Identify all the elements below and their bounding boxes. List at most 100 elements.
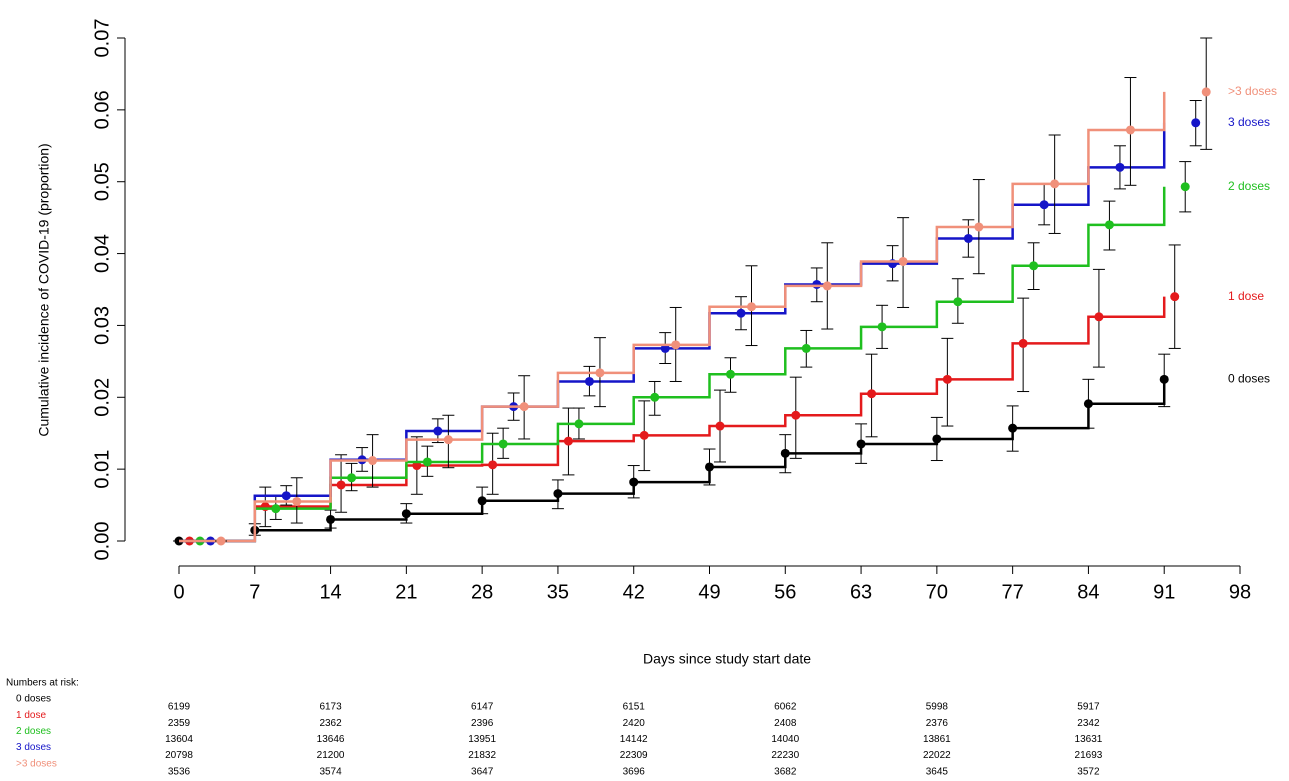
risk-count: 2396 bbox=[471, 718, 494, 729]
risk-count: 21200 bbox=[317, 750, 345, 761]
point bbox=[867, 389, 877, 399]
risk-count: 6151 bbox=[623, 702, 646, 713]
x-tick-label: 14 bbox=[319, 581, 341, 603]
risk-count: 3536 bbox=[168, 766, 191, 777]
step-curve bbox=[179, 91, 1166, 543]
risk-count: 6199 bbox=[168, 702, 191, 713]
risk-count: 21693 bbox=[1075, 750, 1103, 761]
point bbox=[401, 509, 411, 519]
risk-count: 20798 bbox=[165, 750, 193, 761]
point bbox=[1180, 182, 1190, 192]
risk-row-label: 0 doses bbox=[16, 694, 51, 705]
risk-count: 2359 bbox=[168, 718, 191, 729]
risk-count: 3647 bbox=[471, 766, 494, 777]
step-curve bbox=[179, 122, 1166, 543]
step-curve bbox=[179, 296, 1166, 543]
x-tick-label: 35 bbox=[547, 581, 569, 603]
risk-count: 13604 bbox=[165, 734, 193, 745]
point bbox=[519, 402, 529, 412]
point bbox=[1039, 200, 1049, 210]
point bbox=[726, 369, 736, 379]
point bbox=[1115, 162, 1125, 172]
point bbox=[747, 302, 757, 312]
risk-count: 6173 bbox=[319, 702, 342, 713]
risk-table-title: Numbers at risk: bbox=[6, 678, 79, 689]
x-tick-label: 0 bbox=[173, 581, 184, 603]
point bbox=[780, 448, 790, 458]
point bbox=[422, 457, 432, 467]
point bbox=[326, 514, 336, 524]
point bbox=[1008, 423, 1018, 433]
risk-count: 22230 bbox=[771, 750, 799, 761]
risk-row-label: 3 doses bbox=[16, 742, 51, 753]
series-label: 3 doses bbox=[1228, 115, 1270, 129]
step-curve bbox=[179, 186, 1166, 543]
point bbox=[715, 421, 725, 431]
risk-count: 22022 bbox=[923, 750, 951, 761]
y-tick-label: 0.01 bbox=[91, 450, 113, 489]
point bbox=[639, 430, 649, 440]
x-tick-label: 63 bbox=[850, 581, 872, 603]
risk-row-label: 1 dose bbox=[16, 710, 46, 721]
point bbox=[963, 233, 973, 243]
risk-count: 2376 bbox=[926, 718, 949, 729]
point bbox=[488, 460, 498, 470]
y-tick-label: 0.00 bbox=[91, 522, 113, 561]
risk-count: 3572 bbox=[1077, 766, 1100, 777]
point bbox=[563, 436, 573, 446]
point bbox=[791, 410, 801, 420]
point bbox=[932, 434, 942, 444]
risk-count: 3574 bbox=[319, 766, 342, 777]
x-tick-label: 77 bbox=[1002, 581, 1024, 603]
point bbox=[856, 439, 866, 449]
point bbox=[650, 392, 660, 402]
point bbox=[812, 279, 822, 289]
y-tick-label: 0.07 bbox=[91, 19, 113, 58]
x-tick-label: 21 bbox=[395, 581, 417, 603]
point bbox=[595, 368, 605, 378]
y-axis-title: Cumulative incidence of COVID-19 (propor… bbox=[36, 143, 52, 436]
risk-count: 2420 bbox=[623, 718, 646, 729]
point bbox=[1050, 179, 1060, 189]
point bbox=[877, 322, 887, 332]
series-label: 2 doses bbox=[1228, 179, 1270, 193]
x-tick-label: 42 bbox=[623, 581, 645, 603]
point bbox=[336, 480, 346, 490]
risk-count: 13951 bbox=[468, 734, 496, 745]
risk-count: 14142 bbox=[620, 734, 648, 745]
risk-count: 6147 bbox=[471, 702, 494, 713]
point bbox=[705, 462, 714, 472]
point bbox=[974, 222, 984, 232]
point bbox=[347, 473, 357, 483]
point bbox=[584, 376, 594, 386]
risk-count: 2408 bbox=[774, 718, 797, 729]
point bbox=[822, 281, 832, 291]
risk-count: 3696 bbox=[623, 766, 646, 777]
risk-count: 14040 bbox=[771, 734, 799, 745]
point bbox=[368, 456, 378, 466]
y-tick-label: 0.06 bbox=[91, 90, 113, 129]
risk-row-label: 2 doses bbox=[16, 726, 51, 737]
point bbox=[1094, 312, 1104, 322]
point bbox=[1170, 292, 1180, 302]
series-label: >3 doses bbox=[1228, 84, 1277, 98]
x-tick-label: 56 bbox=[774, 581, 796, 603]
point bbox=[801, 343, 811, 353]
point bbox=[292, 496, 302, 506]
y-tick-label: 0.02 bbox=[91, 378, 113, 417]
point bbox=[898, 256, 908, 266]
point bbox=[281, 491, 291, 501]
point bbox=[629, 477, 639, 487]
point bbox=[953, 297, 963, 307]
point bbox=[216, 536, 226, 546]
x-axis-title: Days since study start date bbox=[643, 651, 811, 667]
x-tick-label: 98 bbox=[1229, 581, 1251, 603]
risk-count: 2342 bbox=[1077, 718, 1100, 729]
point bbox=[942, 374, 952, 384]
risk-count: 2362 bbox=[319, 718, 342, 729]
point bbox=[1159, 374, 1169, 384]
point bbox=[574, 419, 584, 429]
y-tick-label: 0.03 bbox=[91, 306, 113, 345]
